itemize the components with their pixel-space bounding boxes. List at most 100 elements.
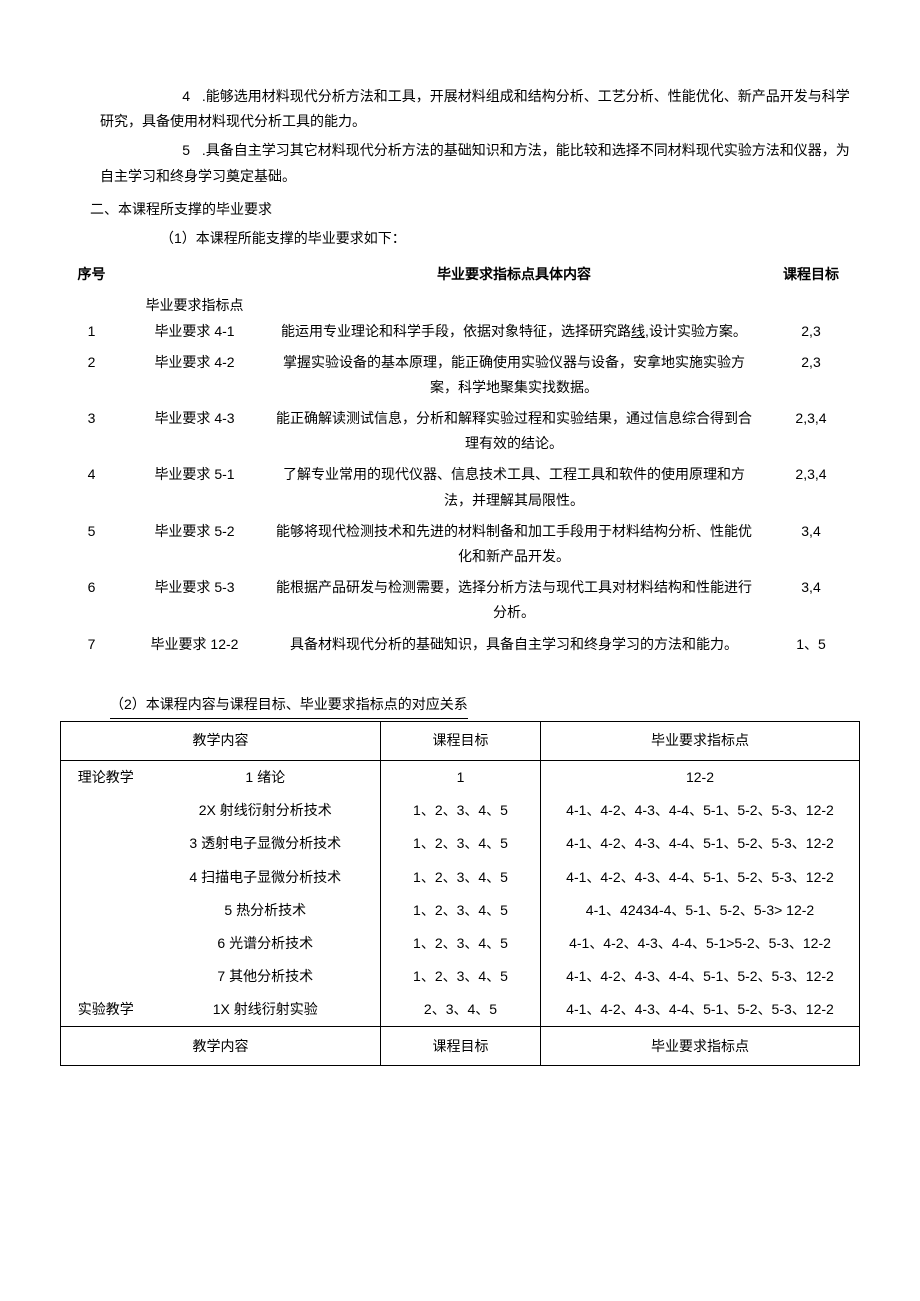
col-index-header: 序号: [60, 259, 123, 290]
cell-goal: 2,3,4: [762, 459, 860, 515]
cell-desc: 了解专业常用的现代仪器、信息技术工具、工程工具和软件的使用原理和方法，并理解其局…: [266, 459, 762, 515]
table-row: 5 热分析技术 1、2、3、4、5 4-1、42434-4、5-1、5-2、5-…: [61, 894, 860, 927]
cell-req: 4-1、4-2、4-3、4-4、5-1、5-2、5-3、12-2: [541, 960, 860, 993]
table-row: 3 透射电子显微分析技术 1、2、3、4、5 4-1、4-2、4-3、4-4、5…: [61, 827, 860, 860]
cell-goal: 2,3: [762, 347, 860, 403]
col-req-footer: 毕业要求指标点: [541, 1027, 860, 1066]
graduation-requirements-table: 序号 毕业要求指标点具体内容 课程目标 1 毕业要求指标点 毕业要求 4-1 能…: [60, 259, 860, 660]
objective-number: 5: [100, 138, 190, 163]
cell-desc: 能运用专业理论和科学手段，依据对象特征，选择研究路线,设计实验方案。: [266, 290, 762, 346]
objective-4: 4 .能够选用材料现代分析方法和工具，开展材料组成和结构分析、工艺分析、性能优化…: [100, 84, 860, 134]
table-row: 2X 射线衍射分析技术 1、2、3、4、5 4-1、4-2、4-3、4-4、5-…: [61, 794, 860, 827]
cell-point: 毕业要求 4-2: [123, 347, 266, 403]
cell-req: 4-1、4-2、4-3、4-4、5-1、5-2、5-3、12-2: [541, 993, 860, 1027]
col-content-footer: 教学内容: [61, 1027, 381, 1066]
table-row: 7 毕业要求 12-2 具备材料现代分析的基础知识，具备自主学习和终身学习的方法…: [60, 629, 860, 660]
table-row: 5 毕业要求 5-2 能够将现代检测技术和先进的材料制备和加工手段用于材料结构分…: [60, 516, 860, 572]
cell-content: 7 其他分析技术: [151, 960, 381, 993]
col-goal-header: 课程目标: [762, 259, 860, 290]
cell-category: [61, 960, 151, 993]
col-point-header: [123, 259, 266, 290]
table-row: 4 毕业要求 5-1 了解专业常用的现代仪器、信息技术工具、工程工具和软件的使用…: [60, 459, 860, 515]
cell-category: [61, 927, 151, 960]
cell-goal: 1、2、3、4、5: [381, 894, 541, 927]
table-header-row: 教学内容 课程目标 毕业要求指标点: [61, 721, 860, 760]
cell-req: 4-1、4-2、4-3、4-4、5-1、5-2、5-3、12-2: [541, 861, 860, 894]
table-row: 4 扫描电子显微分析技术 1、2、3、4、5 4-1、4-2、4-3、4-4、5…: [61, 861, 860, 894]
cell-category: 理论教学: [61, 760, 151, 794]
cell-index: 3: [60, 403, 123, 459]
subsection-1-title: （1）本课程所能支撑的毕业要求如下：: [160, 226, 860, 251]
cell-index: 4: [60, 459, 123, 515]
table-row: 6 光谱分析技术 1、2、3、4、5 4-1、4-2、4-3、4-4、5-1>5…: [61, 927, 860, 960]
table-header-row: 序号 毕业要求指标点具体内容 课程目标: [60, 259, 860, 290]
desc-part-b: 设计实验方案。: [649, 323, 747, 339]
point-group-label: 毕业要求指标点: [127, 293, 262, 318]
cell-req: 12-2: [541, 760, 860, 794]
cell-goal: 1、5: [762, 629, 860, 660]
cell-index: 2: [60, 347, 123, 403]
table-row: 6 毕业要求 5-3 能根据产品研发与检测需要，选择分析方法与现代工具对材料结构…: [60, 572, 860, 628]
cell-index: 1: [60, 290, 123, 346]
point-code: 毕业要求 4-1: [127, 319, 262, 344]
objective-text: .具备自主学习其它材料现代分析方法的基础知识和方法，能比较和选择不同材料现代实验…: [100, 142, 850, 183]
desc-underline: 线,: [631, 323, 649, 339]
col-req-header: 毕业要求指标点: [541, 721, 860, 760]
cell-content: 4 扫描电子显微分析技术: [151, 861, 381, 894]
cell-req: 4-1、4-2、4-3、4-4、5-1、5-2、5-3、12-2: [541, 794, 860, 827]
desc-part-a: 能运用专业理论和科学手段，依据对象特征，选择研究路: [281, 323, 631, 339]
cell-req: 4-1、4-2、4-3、4-4、5-1>5-2、5-3、12-2: [541, 927, 860, 960]
cell-goal: 3,4: [762, 572, 860, 628]
cell-index: 5: [60, 516, 123, 572]
content-mapping-table: 教学内容 课程目标 毕业要求指标点 理论教学 1 绪论 1 12-2 2X 射线…: [60, 721, 860, 1067]
cell-category: [61, 861, 151, 894]
cell-goal: 1、2、3、4、5: [381, 927, 541, 960]
subsection-2-title: （2）本课程内容与课程目标、毕业要求指标点的对应关系: [110, 692, 468, 719]
cell-goal: 1、2、3、4、5: [381, 861, 541, 894]
cell-index: 6: [60, 572, 123, 628]
col-goal-footer: 课程目标: [381, 1027, 541, 1066]
table-row: 理论教学 1 绪论 1 12-2: [61, 760, 860, 794]
cell-category: 实验教学: [61, 993, 151, 1027]
cell-goal: 3,4: [762, 516, 860, 572]
cell-goal: 1、2、3、4、5: [381, 960, 541, 993]
cell-goal: 1、2、3、4、5: [381, 827, 541, 860]
cell-goal: 2,3: [762, 290, 860, 346]
cell-desc: 具备材料现代分析的基础知识，具备自主学习和终身学习的方法和能力。: [266, 629, 762, 660]
cell-point: 毕业要求 5-2: [123, 516, 266, 572]
cell-goal: 2,3,4: [762, 403, 860, 459]
cell-goal: 2、3、4、5: [381, 993, 541, 1027]
cell-desc: 能根据产品研发与检测需要，选择分析方法与现代工具对材料结构和性能进行分析。: [266, 572, 762, 628]
table-row: 7 其他分析技术 1、2、3、4、5 4-1、4-2、4-3、4-4、5-1、5…: [61, 960, 860, 993]
cell-desc: 掌握实验设备的基本原理，能正确使用实验仪器与设备，安拿地实施实验方案，科学地聚集…: [266, 347, 762, 403]
cell-content: 1 绪论: [151, 760, 381, 794]
objective-text: .能够选用材料现代分析方法和工具，开展材料组成和结构分析、工艺分析、性能优化、新…: [100, 88, 850, 129]
objective-5: 5 .具备自主学习其它材料现代分析方法的基础知识和方法，能比较和选择不同材料现代…: [100, 138, 860, 188]
col-desc-header: 毕业要求指标点具体内容: [266, 259, 762, 290]
cell-content: 2X 射线衍射分析技术: [151, 794, 381, 827]
col-goal-header: 课程目标: [381, 721, 541, 760]
objective-list: 4 .能够选用材料现代分析方法和工具，开展材料组成和结构分析、工艺分析、性能优化…: [60, 84, 860, 189]
cell-point: 毕业要求 12-2: [123, 629, 266, 660]
col-content-header: 教学内容: [61, 721, 381, 760]
cell-point: 毕业要求 5-1: [123, 459, 266, 515]
cell-desc: 能正确解读测试信息，分析和解释实验过程和实验结果，通过信息综合得到合理有效的结论…: [266, 403, 762, 459]
table-row: 1 毕业要求指标点 毕业要求 4-1 能运用专业理论和科学手段，依据对象特征，选…: [60, 290, 860, 346]
cell-point: 毕业要求指标点 毕业要求 4-1: [123, 290, 266, 346]
cell-point: 毕业要求 4-3: [123, 403, 266, 459]
cell-category: [61, 827, 151, 860]
cell-content: 6 光谱分析技术: [151, 927, 381, 960]
cell-goal: 1、2、3、4、5: [381, 794, 541, 827]
section-2-title: 二、本课程所支撑的毕业要求: [90, 197, 860, 222]
objective-number: 4: [100, 84, 190, 109]
cell-req: 4-1、4-2、4-3、4-4、5-1、5-2、5-3、12-2: [541, 827, 860, 860]
cell-req: 4-1、42434-4、5-1、5-2、5-3> 12-2: [541, 894, 860, 927]
cell-category: [61, 894, 151, 927]
cell-goal: 1: [381, 760, 541, 794]
cell-content: 1X 射线衍射实验: [151, 993, 381, 1027]
table-row: 3 毕业要求 4-3 能正确解读测试信息，分析和解释实验过程和实验结果，通过信息…: [60, 403, 860, 459]
cell-content: 5 热分析技术: [151, 894, 381, 927]
cell-category: [61, 794, 151, 827]
cell-index: 7: [60, 629, 123, 660]
cell-desc: 能够将现代检测技术和先进的材料制备和加工手段用于材料结构分析、性能优化和新产品开…: [266, 516, 762, 572]
